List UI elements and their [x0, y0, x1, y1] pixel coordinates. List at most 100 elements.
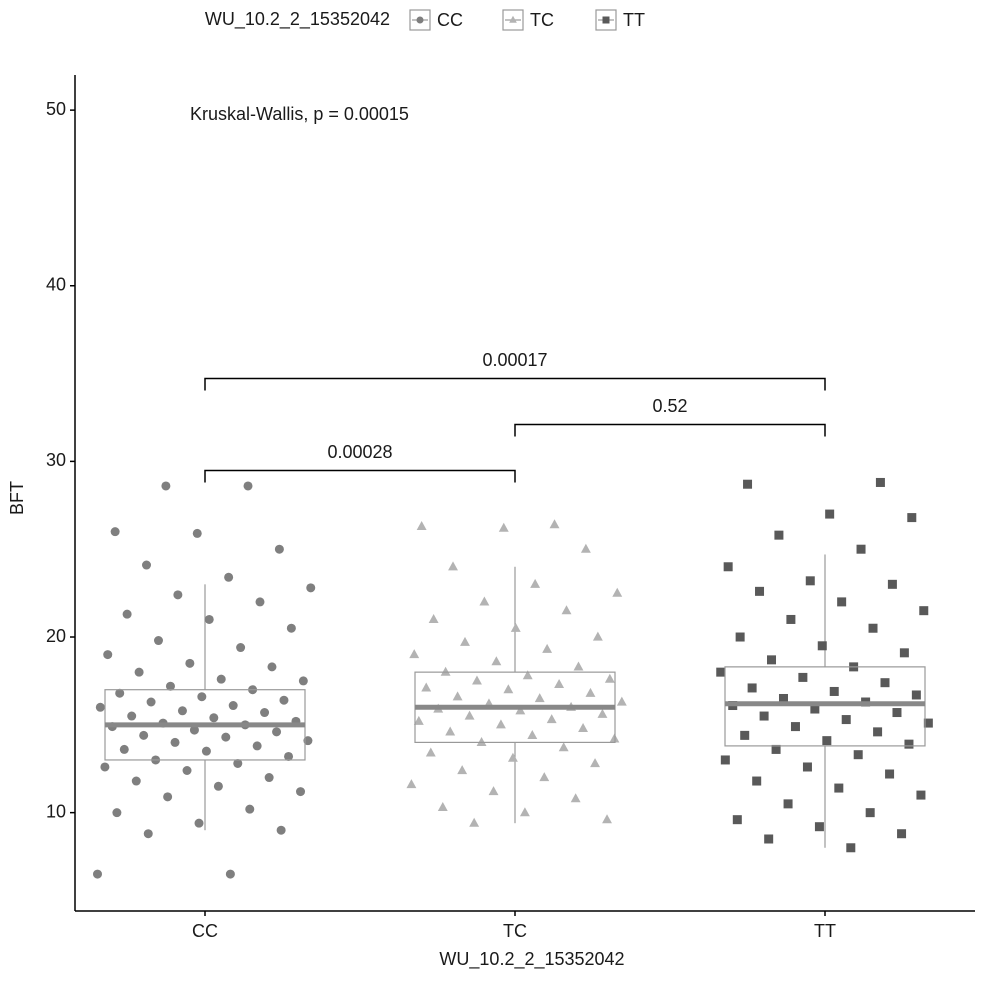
point [245, 804, 255, 814]
comparison-bracket [204, 377, 826, 391]
point [546, 714, 557, 724]
point [561, 605, 572, 615]
point [464, 710, 475, 720]
point [602, 16, 610, 24]
point [416, 520, 427, 530]
point [743, 479, 753, 489]
point [892, 708, 902, 718]
point [165, 681, 175, 691]
point [416, 16, 424, 24]
point [534, 693, 545, 703]
point [732, 815, 742, 825]
point [204, 614, 214, 624]
x-axis-label: WU_10.2_2_15352042 [439, 949, 624, 970]
point [153, 636, 163, 646]
point [554, 679, 565, 689]
point [460, 636, 470, 646]
legend-label: CC [437, 10, 463, 30]
point [829, 686, 839, 696]
point [197, 692, 207, 702]
point [817, 641, 827, 651]
point [798, 672, 808, 682]
point [163, 792, 173, 802]
comparison-label: 0.52 [652, 396, 687, 416]
point [286, 623, 296, 633]
point [457, 765, 468, 775]
point [95, 702, 105, 712]
point [604, 673, 615, 683]
point [306, 583, 316, 593]
point [578, 722, 589, 732]
point [498, 522, 509, 532]
point [173, 590, 183, 600]
point [274, 544, 284, 554]
point [243, 481, 253, 491]
point [735, 632, 745, 642]
point [134, 667, 144, 677]
point [421, 682, 432, 692]
point [406, 779, 417, 789]
point [542, 643, 553, 653]
point [875, 477, 885, 487]
point [805, 576, 815, 586]
point [923, 718, 933, 728]
point [790, 722, 800, 732]
point [585, 687, 596, 697]
point [907, 513, 917, 523]
point [221, 732, 231, 742]
point [189, 725, 199, 735]
point [853, 750, 863, 760]
point [216, 674, 226, 684]
point [522, 670, 533, 680]
legend-title: WU_10.2_2_15352042 [205, 9, 390, 30]
point [228, 701, 238, 711]
point [146, 697, 156, 707]
point [897, 829, 907, 839]
point [139, 730, 149, 740]
point [723, 562, 733, 572]
point [573, 661, 584, 671]
point [802, 762, 812, 772]
y-tick-label: 10 [46, 801, 66, 821]
point [747, 683, 757, 693]
point [539, 772, 550, 782]
point [476, 736, 487, 746]
point [822, 736, 832, 746]
point [142, 560, 152, 570]
point [616, 696, 627, 706]
point [527, 729, 538, 739]
point [488, 786, 499, 796]
point [452, 691, 463, 701]
annotation: Kruskal-Wallis, p = 0.00015 [190, 104, 409, 124]
point [919, 606, 929, 616]
point [260, 708, 270, 718]
point [298, 676, 308, 686]
point [472, 675, 482, 685]
y-tick-label: 20 [46, 626, 66, 646]
point [303, 736, 313, 746]
y-tick-label: 30 [46, 450, 66, 470]
point [592, 631, 603, 641]
point [469, 817, 480, 827]
point [252, 741, 262, 751]
point [110, 527, 120, 537]
point [590, 758, 600, 768]
point [904, 739, 914, 749]
point [778, 693, 788, 703]
point [510, 622, 521, 632]
point [771, 744, 781, 754]
point [865, 808, 875, 818]
point [530, 578, 541, 588]
point [448, 561, 458, 571]
point [185, 658, 195, 668]
point [825, 509, 835, 519]
point [192, 528, 202, 538]
point [880, 678, 890, 688]
point [296, 787, 306, 797]
point [213, 781, 223, 791]
point [276, 825, 286, 835]
x-tick-label: TT [814, 921, 836, 941]
point [810, 704, 820, 714]
point [740, 730, 750, 740]
